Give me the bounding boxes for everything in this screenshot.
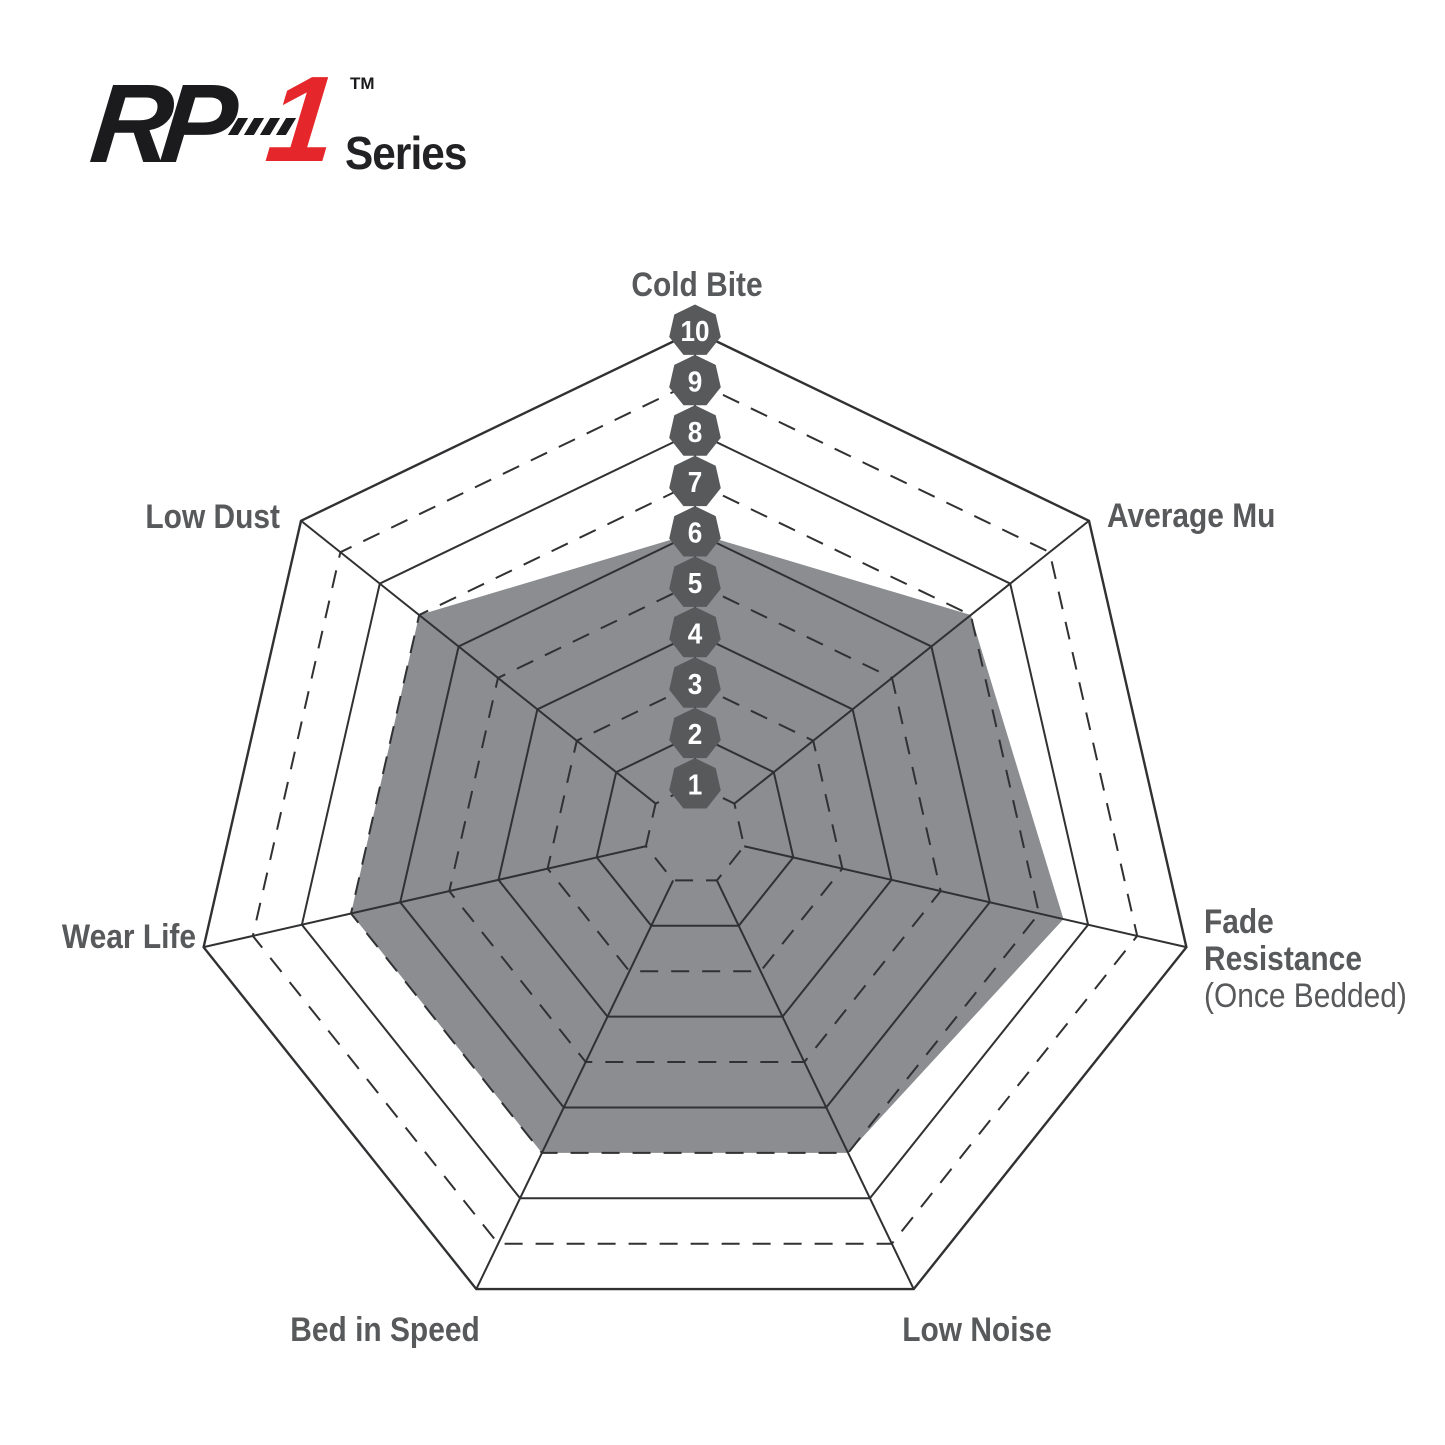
axis-spoke-5 <box>203 845 647 949</box>
scale-badge-label-1: 1 <box>688 768 703 801</box>
grid-ring-8 <box>300 430 1090 1200</box>
scale-badge-label-8: 8 <box>688 416 703 449</box>
axis-label-line: Average Mu <box>1107 496 1275 534</box>
scale-badge-8 <box>669 405 721 456</box>
axis-label-line: Cold Bite <box>631 265 762 303</box>
grid-ring-2 <box>595 733 795 927</box>
series-label: Series <box>345 127 467 179</box>
axis-label-0: Cold Bite <box>631 265 762 303</box>
scale-badge-label-4: 4 <box>688 617 703 650</box>
axis-label-line: Low Dust <box>145 497 280 535</box>
axis-label-5: Wear Life <box>62 917 196 955</box>
scale-badge-7 <box>669 455 721 507</box>
grid-ring-4 <box>497 632 893 1018</box>
brand-logo: RP 1 TM Series <box>85 51 532 187</box>
grid-ring-1 <box>644 783 746 882</box>
grid-ring-6 <box>399 531 991 1109</box>
scale-badge-label-3: 3 <box>688 668 703 701</box>
axis-label-line: Bed in Speed <box>290 1310 479 1348</box>
scale-badge-4 <box>669 606 721 658</box>
axis-spoke-1 <box>733 519 1090 805</box>
scale-badge-label-7: 7 <box>688 466 703 499</box>
scale-badge-label-2: 2 <box>688 718 703 751</box>
axis-spoke-2 <box>743 845 1187 949</box>
axis-label-line: (Once Bedded) <box>1204 976 1407 1014</box>
grid-ring-5 <box>448 581 942 1063</box>
scale-badge-10 <box>669 304 721 355</box>
grid-ring-9 <box>251 380 1139 1245</box>
axis-label-line: Low Noise <box>902 1310 1052 1348</box>
axis-label-6: Low Dust <box>145 497 280 535</box>
axis-spoke-6 <box>300 519 657 805</box>
scale-badge-label-10: 10 <box>680 315 709 348</box>
axis-label-3: Low Noise <box>902 1310 1052 1348</box>
grid-ring-10 <box>202 329 1188 1291</box>
scale-badge-label-6: 6 <box>688 516 703 549</box>
scale-badge-3 <box>669 657 721 708</box>
scale-badge-label-5: 5 <box>688 567 703 600</box>
axis-label-4: Bed in Speed <box>290 1310 479 1348</box>
scale-badge-2 <box>669 707 721 759</box>
scale-badge-1 <box>669 758 721 809</box>
axis-label-line: Fade <box>1204 902 1274 940</box>
axis-label-line: Resistance <box>1204 939 1362 977</box>
radar-fill-polygon <box>351 532 1064 1153</box>
axis-label-2: Fade Resistance (Once Bedded) <box>1204 902 1407 1014</box>
scale-badge-5 <box>669 556 721 607</box>
axis-spoke-4 <box>475 879 675 1290</box>
axis-spoke-3 <box>715 879 915 1290</box>
scale-badge-label-9: 9 <box>688 365 703 398</box>
axis-label-line: Wear Life <box>62 917 196 955</box>
scale-badge-6 <box>669 506 721 557</box>
trademark-symbol: TM <box>350 74 375 93</box>
axis-label-1: Average Mu <box>1107 496 1275 534</box>
grid-ring-7 <box>349 481 1041 1154</box>
scale-badge-9 <box>669 354 721 406</box>
